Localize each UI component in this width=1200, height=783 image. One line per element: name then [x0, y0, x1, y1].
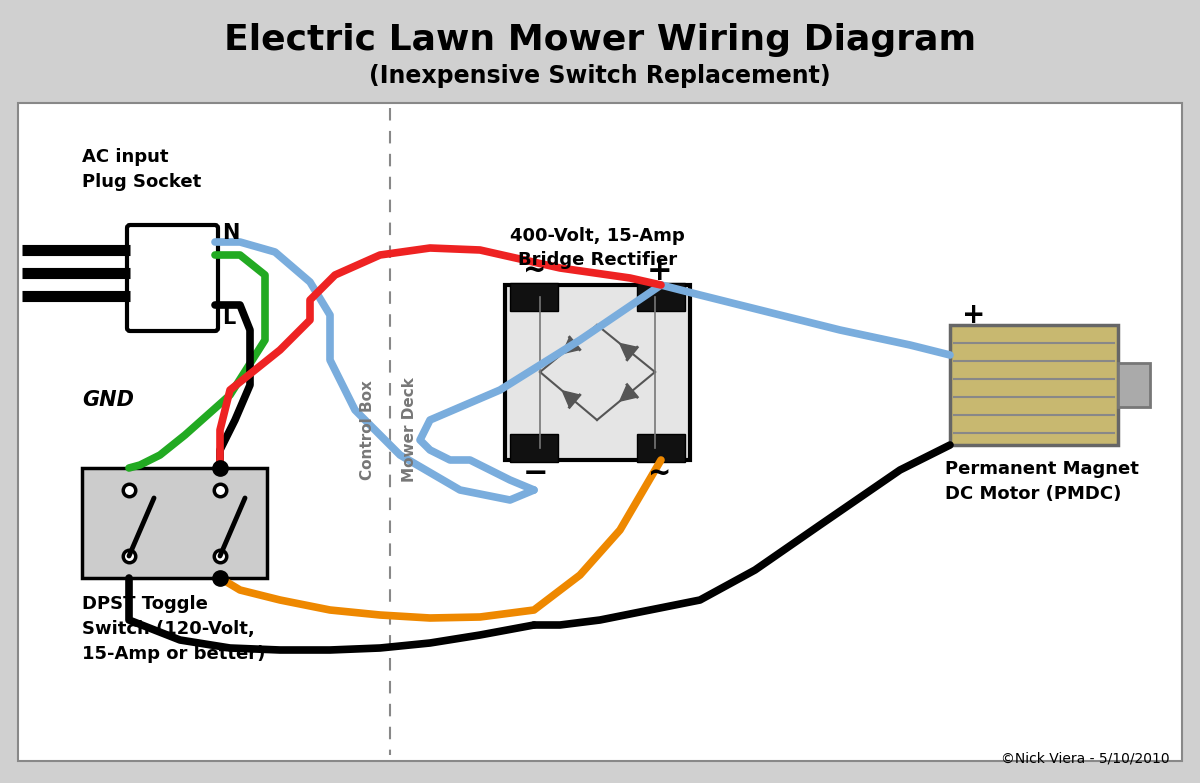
Bar: [637, 283, 685, 311]
Text: L: L: [222, 308, 235, 328]
Bar: [510, 434, 558, 462]
Text: −: −: [522, 460, 547, 489]
Text: N: N: [222, 223, 239, 243]
Text: Electric Lawn Mower Wiring Diagram: Electric Lawn Mower Wiring Diagram: [224, 23, 976, 57]
Bar: [505, 285, 690, 460]
Bar: [950, 325, 1118, 445]
Bar: [18, 103, 1182, 761]
Text: ~: ~: [648, 460, 672, 488]
Text: Control Box: Control Box: [360, 380, 376, 480]
Text: AC input
Plug Socket: AC input Plug Socket: [82, 148, 202, 191]
Text: +: +: [647, 257, 673, 286]
Text: (Inexpensive Switch Replacement): (Inexpensive Switch Replacement): [370, 64, 830, 88]
Text: Mower Deck: Mower Deck: [402, 377, 418, 482]
Text: 400-Volt, 15-Amp
Bridge Rectifier: 400-Volt, 15-Amp Bridge Rectifier: [510, 227, 685, 269]
Polygon shape: [563, 391, 580, 407]
Bar: [637, 434, 685, 462]
Text: GND: GND: [82, 390, 134, 410]
Polygon shape: [620, 384, 637, 401]
Text: +: +: [962, 301, 985, 329]
Bar: [82, 468, 266, 578]
Text: ~: ~: [523, 257, 547, 285]
Bar: [1118, 363, 1150, 407]
FancyBboxPatch shape: [127, 225, 218, 331]
Text: DPST Toggle
Switch (120-Volt,
15-Amp or better): DPST Toggle Switch (120-Volt, 15-Amp or …: [82, 595, 265, 663]
Polygon shape: [563, 337, 580, 354]
Bar: [510, 283, 558, 311]
Text: ©Nick Viera - 5/10/2010: ©Nick Viera - 5/10/2010: [1001, 751, 1170, 765]
Text: Permanent Magnet
DC Motor (PMDC): Permanent Magnet DC Motor (PMDC): [946, 460, 1139, 503]
Bar: [0, 0, 1200, 103]
Polygon shape: [619, 344, 637, 359]
